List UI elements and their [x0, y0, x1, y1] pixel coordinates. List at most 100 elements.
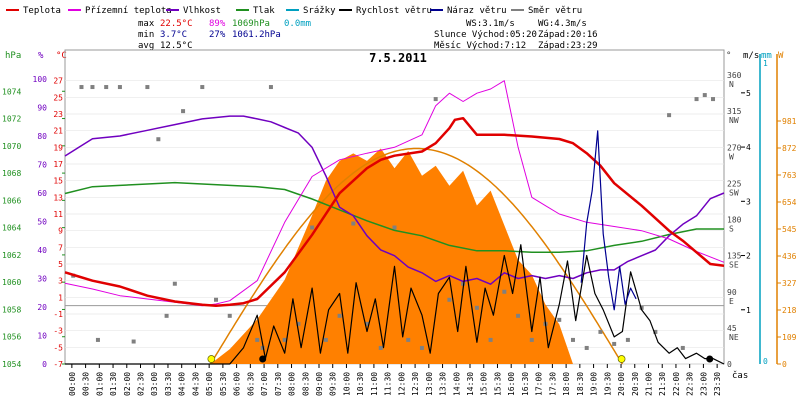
- x-tick-label: 23:30: [713, 372, 722, 396]
- chart-title: 7.5.2011: [369, 51, 427, 65]
- wind-direction-point: [156, 137, 161, 142]
- wind-direction-point: [296, 321, 301, 326]
- deg-tick-label: 45: [727, 324, 737, 333]
- wind-direction-point: [164, 313, 169, 318]
- wind-direction-point: [200, 85, 205, 90]
- sunrise-marker: [207, 355, 216, 363]
- deg-tick-label: 0: [727, 360, 732, 369]
- temp-tick-label: -1: [53, 310, 63, 319]
- info-moon-set: Západ:23:29: [538, 41, 598, 51]
- wind-speed-line: [65, 244, 725, 365]
- unit-wm2: W: [778, 51, 784, 61]
- legend-label: Směr větru: [528, 6, 582, 16]
- wind-direction-point: [667, 113, 672, 118]
- x-tick-label: 06:30: [246, 372, 255, 396]
- temp-tick-label: 21: [53, 127, 63, 136]
- stats-max-temp: 22.5°C: [160, 19, 193, 29]
- temp-tick-label: 1: [58, 293, 63, 302]
- x-tick-label: 06:00: [233, 372, 242, 396]
- wm2-tick-label: 981: [782, 117, 797, 126]
- temp-tick-label: -3: [53, 327, 63, 336]
- deg-tick-label: 135: [727, 252, 742, 261]
- wind-direction-point: [702, 93, 707, 98]
- wm2-tick-label: 654: [782, 198, 797, 207]
- wind-direction-point: [584, 345, 589, 350]
- x-tick-label: 09:00: [315, 372, 324, 396]
- wind-direction-point: [90, 85, 95, 90]
- wm2-tick-label: 872: [782, 144, 797, 153]
- deg-tick-direction: N: [729, 80, 734, 89]
- x-tick-label: 01:30: [109, 372, 118, 396]
- unit-pct: %: [38, 51, 44, 61]
- x-tick-label: 23:00: [699, 372, 708, 396]
- wind-direction-point: [104, 85, 109, 90]
- pct-tick-label: 90: [37, 104, 47, 113]
- wind-direction-point: [365, 321, 370, 326]
- legend-label: Tlak: [253, 6, 275, 16]
- pct-tick-label: 100: [33, 75, 48, 84]
- hpa-tick-label: 1066: [2, 196, 21, 205]
- pressure-line: [64, 181, 724, 253]
- temp-tick-label: 13: [53, 193, 63, 202]
- hpa-tick-label: 1062: [2, 251, 21, 260]
- unit-mm: mm: [761, 51, 772, 61]
- ms-tick-label: 5: [746, 89, 751, 98]
- x-tick-label: 07:30: [274, 372, 283, 396]
- x-tick-label: 16:00: [507, 372, 516, 396]
- info-sun-set: Západ:20:16: [538, 30, 598, 40]
- pct-tick-label: 60: [37, 189, 47, 198]
- wind-direction-point: [323, 337, 328, 342]
- mm-tick-label: 0: [763, 357, 768, 366]
- x-tick-label: 15:00: [480, 372, 489, 396]
- deg-tick-direction: SW: [729, 188, 739, 197]
- x-tick-label: 15:30: [493, 372, 502, 396]
- temp-tick-label: 25: [53, 93, 63, 102]
- temperature-line: [64, 116, 725, 307]
- wind-direction-point: [282, 337, 287, 342]
- temp-tick-label: -5: [53, 343, 63, 352]
- x-tick-label: 02:00: [123, 372, 132, 396]
- stats-avg-temp: 12.5°C: [160, 41, 193, 51]
- wind-direction-point: [406, 337, 411, 342]
- x-tick-label: 04:00: [178, 372, 187, 396]
- x-tick-label: 03:30: [164, 372, 173, 396]
- x-tick-label: 00:30: [82, 372, 91, 396]
- wm2-tick-label: 763: [782, 171, 797, 180]
- hpa-tick-label: 1064: [2, 224, 21, 233]
- theoretical-radiation-line: [209, 147, 624, 365]
- wm2-tick-label: 0: [782, 360, 787, 369]
- hpa-tick-label: 1068: [2, 169, 21, 178]
- x-tick-label: 02:30: [137, 372, 146, 396]
- x-tick-label: 13:30: [439, 372, 448, 396]
- x-tick-label: 16:30: [521, 372, 530, 396]
- wind-direction-point: [79, 85, 84, 90]
- deg-tick-label: 270: [727, 143, 742, 152]
- deg-tick-label: 315: [727, 107, 742, 116]
- wind-direction-point: [516, 313, 521, 318]
- stats-min-label: min: [138, 30, 154, 40]
- stats-block: max 22.5°C 89% 1069hPa 0.0mm min 3.7°C 2…: [138, 19, 311, 51]
- stats-max-hum: 89%: [209, 19, 226, 29]
- wind-direction-point: [694, 97, 699, 102]
- wind-direction-point: [351, 221, 356, 226]
- wind-direction-point: [612, 341, 617, 346]
- solar-radiation-area: [210, 148, 573, 364]
- x-tick-label: 05:30: [219, 372, 228, 396]
- stats-max-rain: 0.0mm: [284, 19, 311, 29]
- temp-tick-label: 3: [58, 277, 63, 286]
- wind-gust-line: [580, 130, 637, 311]
- wind-direction-point: [570, 337, 575, 342]
- wind-direction-point: [653, 329, 658, 334]
- deg-tick-direction: SE: [729, 261, 739, 270]
- wind-direction-point: [214, 297, 219, 302]
- wind-direction-point: [625, 337, 630, 342]
- temp-tick-label: -7: [53, 360, 63, 369]
- wind-direction-point: [268, 85, 273, 90]
- temp-tick-label: 23: [53, 110, 63, 119]
- x-tick-label: 11:30: [384, 372, 393, 396]
- wind-direction-point: [181, 109, 186, 114]
- pct-tick-label: 30: [37, 275, 47, 284]
- x-tick-label: 12:30: [411, 372, 420, 396]
- wm2-tick-label: 545: [782, 225, 797, 234]
- deg-tick-direction: NW: [729, 116, 739, 125]
